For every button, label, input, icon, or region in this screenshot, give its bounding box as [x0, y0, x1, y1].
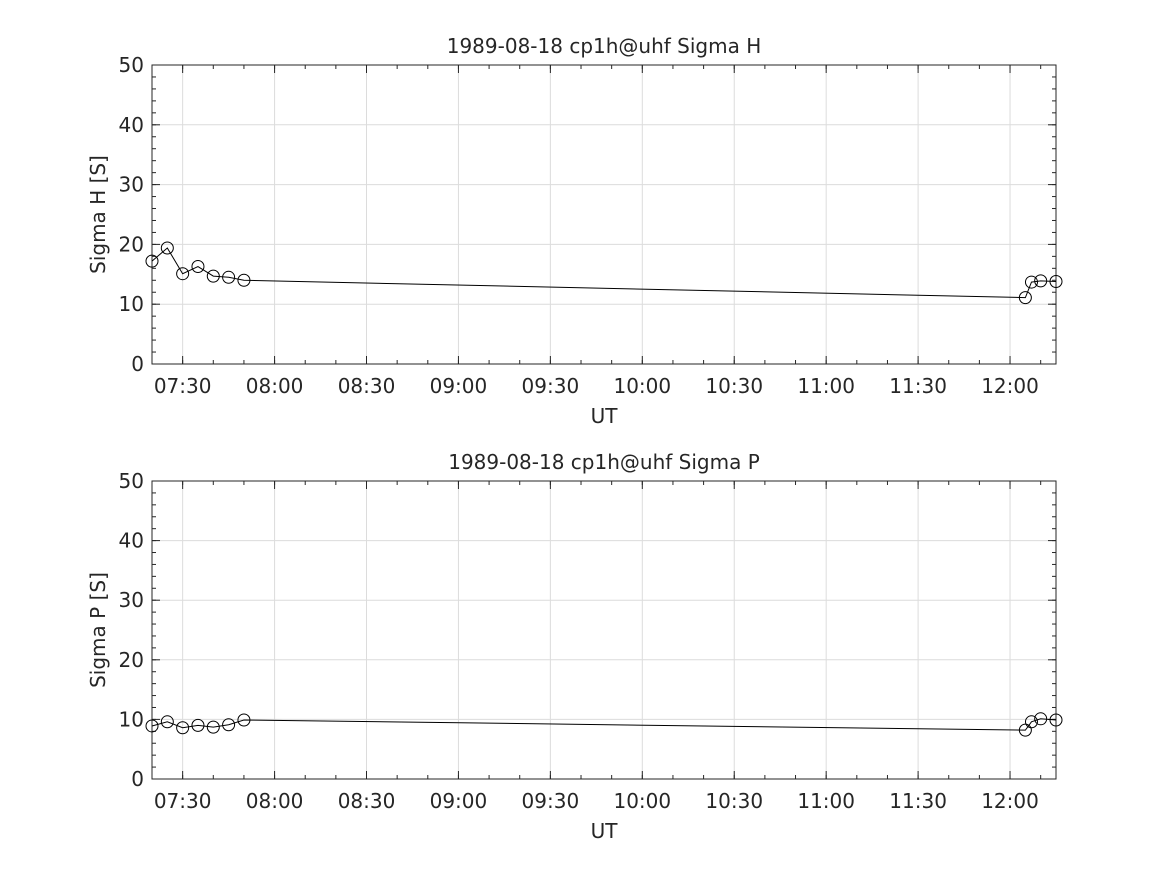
x-tick-label: 10:00 [613, 789, 671, 813]
x-tick-label: 08:30 [338, 374, 396, 398]
y-tick-label: 50 [119, 53, 144, 77]
panel-sigma-p: 07:30 08:00 08:30 09:00 09:30 10:00 10:30 11:00… [86, 450, 1063, 843]
x-tick-label: 09:30 [522, 789, 580, 813]
data-point [237, 713, 251, 727]
x-tick-label: 10:30 [705, 374, 763, 398]
plot-area-frame [151, 480, 1057, 780]
series-line [151, 718, 1057, 731]
data-point [1024, 715, 1038, 729]
y-tick-label: 20 [119, 232, 144, 256]
x-tick-label: 11:30 [889, 374, 947, 398]
y-axis-label: Sigma H [S] [86, 155, 110, 274]
x-tick-label: 10:30 [705, 789, 763, 813]
y-tick-label: 30 [119, 588, 144, 612]
data-point [160, 241, 174, 255]
y-tick-label: 0 [131, 352, 144, 376]
y-tick-label: 20 [119, 648, 144, 672]
data-point [1018, 723, 1032, 737]
x-tick-label: 11:00 [797, 789, 855, 813]
x-tick-label: 08:30 [338, 789, 396, 813]
data-point [237, 273, 251, 287]
series-line [151, 247, 1057, 299]
x-tick-label: 07:30 [154, 374, 212, 398]
y-tick-label: 10 [119, 707, 144, 731]
data-point [145, 719, 159, 733]
y-tick-label: 40 [119, 113, 144, 137]
chart-title: 1989-08-18 cp1h@uhf Sigma H [447, 34, 762, 58]
data-point [222, 270, 236, 284]
data-point [1018, 291, 1032, 305]
chart-title: 1989-08-18 cp1h@uhf Sigma P [448, 450, 760, 474]
data-point [176, 267, 190, 281]
x-tick-label: 08:00 [246, 789, 304, 813]
x-tick-label: 12:00 [981, 374, 1039, 398]
y-tick-label: 40 [119, 529, 144, 553]
y-tick-label: 30 [119, 173, 144, 197]
data-point [1034, 274, 1048, 288]
data-point [1024, 275, 1038, 289]
y-axis-label: Sigma P [S] [86, 572, 110, 688]
x-tick-label: 12:00 [981, 789, 1039, 813]
x-tick-label: 11:30 [889, 789, 947, 813]
panel-sigma-h: 07:30 08:00 08:30 09:00 09:30 10:00 10:30 11:00… [86, 34, 1063, 428]
data-point [191, 260, 205, 274]
x-tick-label: 09:00 [430, 374, 488, 398]
y-tick-label: 0 [131, 767, 144, 791]
data-point [176, 721, 190, 735]
x-tick-label: 10:00 [613, 374, 671, 398]
data-point [1034, 712, 1048, 726]
x-tick-label: 11:00 [797, 374, 855, 398]
data-point [206, 720, 220, 734]
data-point [191, 718, 205, 732]
y-tick-label: 10 [119, 292, 144, 316]
data-point [160, 715, 174, 729]
data-point [1049, 274, 1063, 288]
x-tick-label: 09:00 [430, 789, 488, 813]
data-point [206, 269, 220, 283]
data-point [1049, 713, 1063, 727]
x-tick-label: 08:00 [246, 374, 304, 398]
data-point [145, 254, 159, 268]
x-axis-label: UT [591, 819, 619, 843]
y-tick-label: 50 [119, 469, 144, 493]
x-axis-label: UT [591, 404, 619, 428]
x-tick-label: 09:30 [522, 374, 580, 398]
plot-area-frame [151, 64, 1057, 365]
data-point [222, 718, 236, 732]
x-tick-label: 07:30 [154, 789, 212, 813]
